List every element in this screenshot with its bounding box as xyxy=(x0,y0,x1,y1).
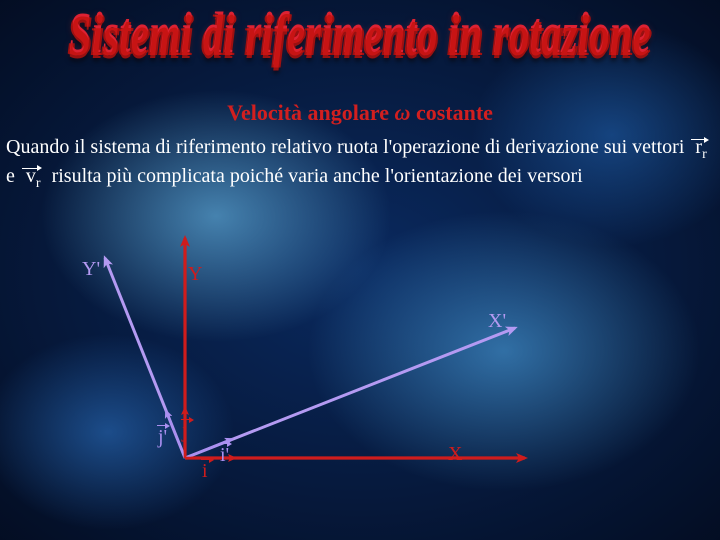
vector-rr-arrow xyxy=(691,139,707,140)
label-Xp: X' xyxy=(488,310,506,333)
vector-vr: vr xyxy=(20,165,52,187)
diagram-svg xyxy=(80,228,600,528)
vector-vr-arrow xyxy=(22,168,40,169)
label-i: i xyxy=(202,460,208,483)
label-ip: i' xyxy=(220,444,229,467)
label-X: X xyxy=(448,443,462,466)
slide-root: Sistemi di riferimento in rotazione Velo… xyxy=(0,0,720,540)
subtitle-post: costante xyxy=(410,100,492,125)
subtitle-omega: ω xyxy=(395,100,411,125)
para-t1: Quando il sistema di riferimento relativ… xyxy=(6,136,684,158)
vector-rr: rr xyxy=(689,136,712,158)
diagram: Y' Y X' X j j' i i' xyxy=(80,228,600,528)
para-t2: e xyxy=(6,165,15,187)
label-jp: j' xyxy=(158,426,167,449)
subtitle-pre: Velocità angolare xyxy=(227,100,394,125)
para-t3: risulta più complicata poiché varia anch… xyxy=(52,165,583,187)
vector-rr-sub: r xyxy=(702,147,707,162)
axis-Xp xyxy=(185,328,515,458)
vector-vr-sub: r xyxy=(36,176,41,191)
slide-subtitle: Velocità angolare ω costante xyxy=(0,100,720,126)
label-Yp: Y' xyxy=(82,258,100,281)
slide-title: Sistemi di riferimento in rotazione xyxy=(0,1,720,69)
label-Y: Y xyxy=(188,263,202,286)
body-paragraph: Quando il sistema di riferimento relativ… xyxy=(6,135,714,193)
label-j: j xyxy=(182,420,188,443)
